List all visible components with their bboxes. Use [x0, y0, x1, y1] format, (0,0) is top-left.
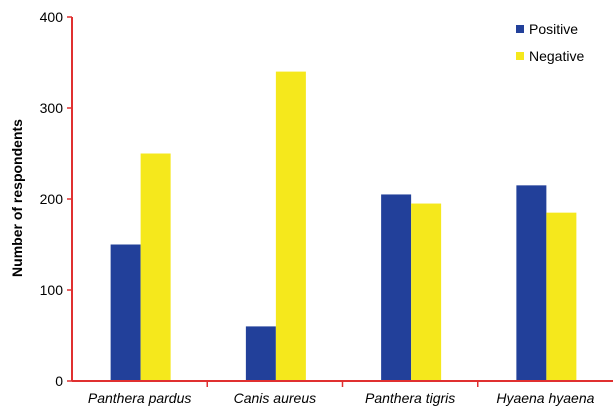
y-tick-label: 100 — [40, 282, 64, 298]
bar-positive-3 — [381, 194, 412, 381]
bar-negative-2 — [275, 71, 306, 381]
legend-label-positive: Positive — [529, 21, 578, 37]
y-tick-label: 0 — [55, 373, 63, 389]
bar-negative-3 — [411, 203, 442, 381]
bar-negative-4 — [546, 212, 577, 381]
bar-positive-1 — [110, 244, 141, 381]
legend-swatch-positive — [516, 25, 524, 33]
y-tick-label: 200 — [40, 191, 64, 207]
legend-label-negative: Negative — [529, 48, 584, 64]
legend-swatch-negative — [516, 52, 524, 60]
y-axis-title: Number of respondents — [9, 119, 25, 277]
bar-negative-1 — [140, 153, 171, 381]
x-tick-label: Panthera pardus — [88, 390, 192, 406]
bar-positive-2 — [245, 326, 276, 381]
x-tick-label: Canis aureus — [234, 390, 317, 406]
x-tick-label: Panthera tigris — [365, 390, 455, 406]
x-tick-label: Hyaena hyaena — [496, 390, 594, 406]
y-tick-label: 300 — [40, 100, 64, 116]
y-tick-label: 400 — [40, 9, 64, 25]
bar-positive-4 — [516, 185, 547, 381]
